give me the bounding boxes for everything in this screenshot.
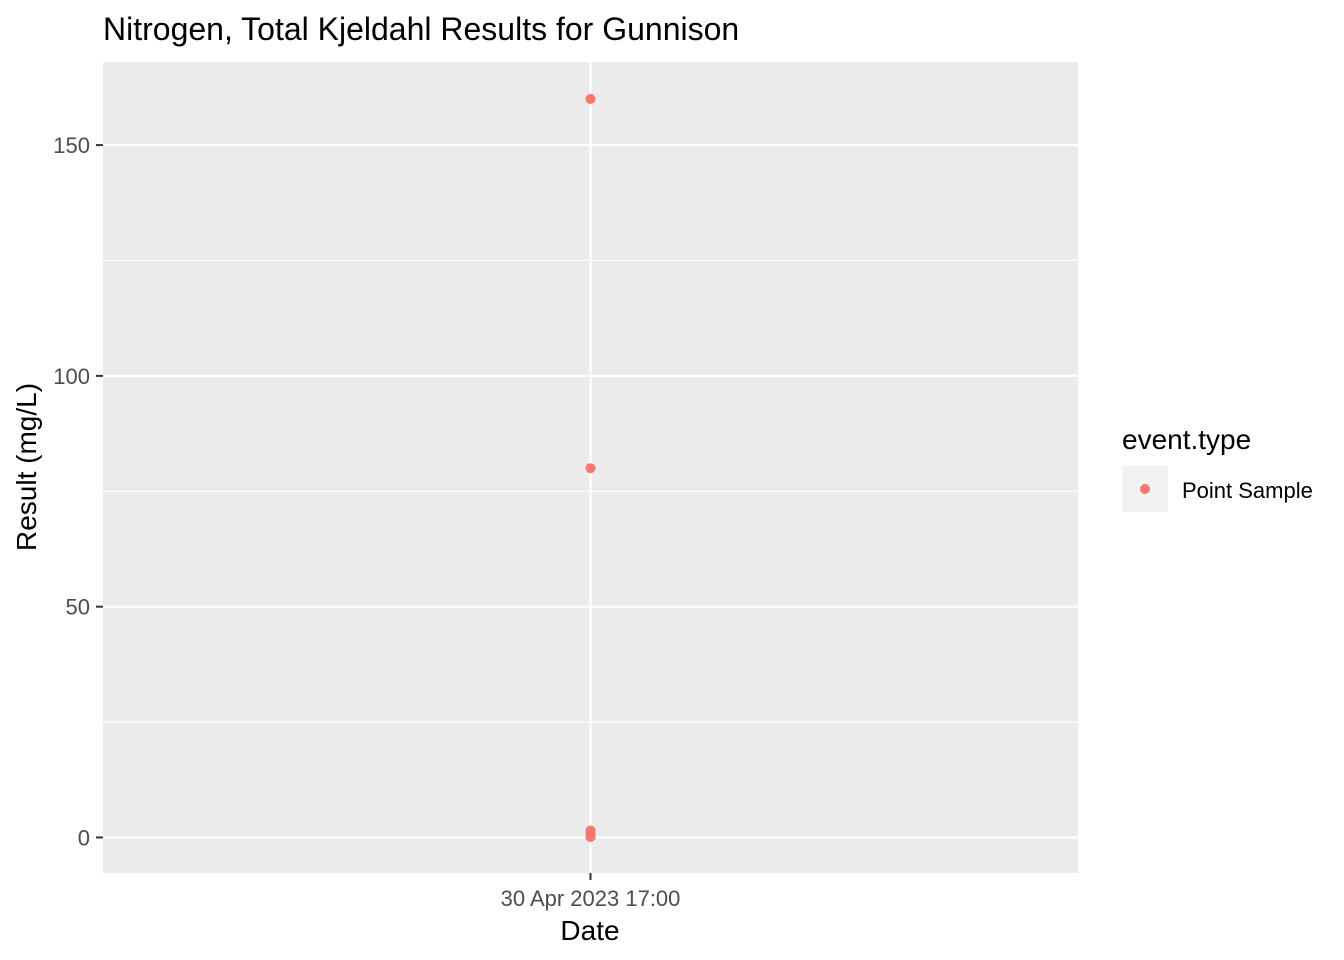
x-axis-title: Date <box>560 915 619 946</box>
chart-title: Nitrogen, Total Kjeldahl Results for Gun… <box>103 11 739 47</box>
y-tick-label: 0 <box>78 825 90 850</box>
data-points <box>585 93 596 842</box>
y-tick-label: 100 <box>53 364 90 389</box>
x-tick-label: 30 Apr 2023 17:00 <box>501 886 681 911</box>
y-tick-label: 150 <box>53 133 90 158</box>
y-tick-label: 50 <box>66 595 90 620</box>
y-axis-title: Result (mg/L) <box>11 383 42 551</box>
legend-title: event.type <box>1122 424 1251 455</box>
x-axis: 30 Apr 2023 17:00 <box>501 873 681 911</box>
legend-label-point-sample: Point Sample <box>1182 478 1313 503</box>
legend: event.type Point Sample <box>1122 424 1313 512</box>
data-point <box>585 831 596 842</box>
data-point <box>585 463 596 474</box>
y-axis: 0 50 100 150 <box>53 133 103 850</box>
legend-key-point <box>1140 484 1150 494</box>
data-point <box>585 93 596 104</box>
